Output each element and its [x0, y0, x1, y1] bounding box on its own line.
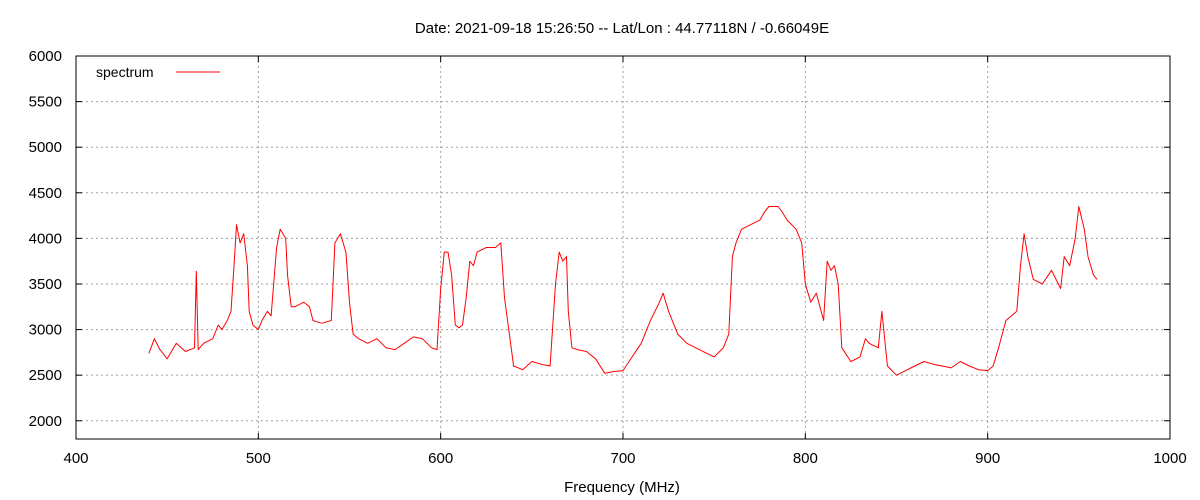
axis-ticks: 400 500 600 700 800 900 1000 2000 2500 3000 3500 40… — [29, 48, 1187, 467]
x-tick-label: 400 — [63, 450, 88, 467]
y-tick-label: 3000 — [29, 322, 62, 339]
y-tick-label: 2500 — [29, 367, 62, 384]
x-tick-label: 800 — [793, 450, 818, 467]
y-tick-label: 3500 — [29, 276, 62, 293]
y-tick-label: 6000 — [29, 48, 62, 65]
legend: spectrum — [96, 64, 220, 80]
y-tick-label: 5000 — [29, 139, 62, 156]
plot-frame — [75, 55, 1171, 440]
y-tick-label: 2000 — [29, 413, 62, 430]
x-tick-label: 700 — [610, 450, 635, 467]
plot-area — [148, 206, 1098, 376]
y-tick-label: 5500 — [29, 94, 62, 111]
x-tick-label: 500 — [246, 450, 271, 467]
x-tick-label: 600 — [428, 450, 453, 467]
x-tick-label: 1000 — [1153, 450, 1186, 467]
series-line-spectrum — [148, 206, 1098, 376]
x-tick-label: 900 — [975, 450, 1000, 467]
grid — [76, 56, 1170, 439]
y-tick-label: 4000 — [29, 230, 62, 247]
chart-title: Date: 2021-09-18 15:26:50 -- Lat/Lon : 4… — [415, 20, 829, 37]
legend-label-spectrum: spectrum — [96, 64, 154, 80]
y-tick-label: 4500 — [29, 185, 62, 202]
x-axis-label: Frequency (MHz) — [564, 479, 680, 496]
